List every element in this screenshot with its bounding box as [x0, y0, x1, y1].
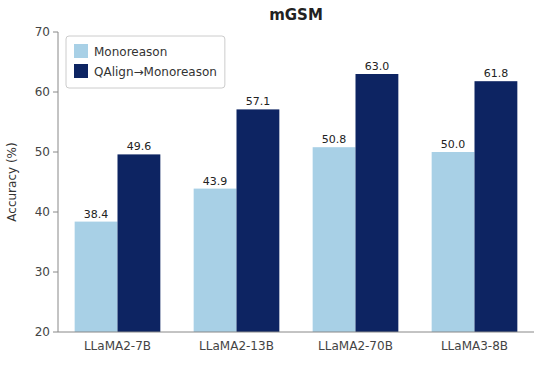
bar	[432, 152, 475, 332]
data-label: 38.4	[84, 208, 109, 221]
y-tick-label: 40	[35, 205, 50, 219]
y-tick-label: 60	[35, 85, 50, 99]
bars	[75, 74, 518, 332]
bar	[313, 147, 356, 332]
y-tick-label: 70	[35, 25, 50, 39]
bar	[194, 189, 237, 332]
legend-swatch	[74, 64, 88, 78]
y-tick	[53, 92, 58, 93]
data-label: 43.9	[203, 175, 228, 188]
legend-box	[66, 36, 225, 88]
bar	[475, 81, 518, 332]
legend-label: Monoreason	[94, 45, 167, 59]
bar	[118, 154, 161, 332]
data-label: 63.0	[365, 60, 390, 73]
data-label: 50.0	[441, 138, 466, 151]
data-label: 49.6	[127, 140, 152, 153]
title: mGSM	[269, 6, 323, 24]
data-label: 61.8	[484, 67, 509, 80]
chart-svg: mGSM Accuracy (%) 20 30 40 50 60 70 38.4 43.9 50.8…	[0, 0, 548, 372]
x-tick-label: LLaMA2-7B	[84, 339, 151, 353]
legend-swatch	[74, 44, 88, 58]
y-tick	[53, 212, 58, 213]
y-tick	[53, 332, 58, 333]
y-tick-label: 30	[35, 265, 50, 279]
y-tick	[53, 272, 58, 273]
y-axis-line	[58, 32, 59, 332]
x-tick-label: LLaMA2-70B	[318, 339, 393, 353]
y-tick-label: 20	[35, 325, 50, 339]
bar	[356, 74, 399, 332]
bar	[75, 222, 118, 332]
y-axis: 20 30 40 50 60 70	[35, 25, 58, 339]
legend-label: QAlign→Monoreason	[94, 65, 217, 79]
y-tick	[53, 152, 58, 153]
data-label: 57.1	[246, 95, 271, 108]
x-tick-label: LLaMA2-13B	[199, 339, 274, 353]
chart-container: mGSM Accuracy (%) 20 30 40 50 60 70 38.4 43.9 50.8…	[0, 0, 548, 372]
data-label: 50.8	[322, 133, 347, 146]
x-axis: LLaMA2-7B LLaMA2-13B LLaMA2-70B LLaMA3-8B	[58, 332, 534, 353]
bar	[237, 109, 280, 332]
x-axis-line	[58, 332, 534, 333]
y-axis-label: Accuracy (%)	[5, 142, 19, 221]
y-tick	[53, 32, 58, 33]
legend: Monoreason QAlign→Monoreason	[66, 36, 225, 88]
y-tick-label: 50	[35, 145, 50, 159]
x-tick-label: LLaMA3-8B	[441, 339, 508, 353]
